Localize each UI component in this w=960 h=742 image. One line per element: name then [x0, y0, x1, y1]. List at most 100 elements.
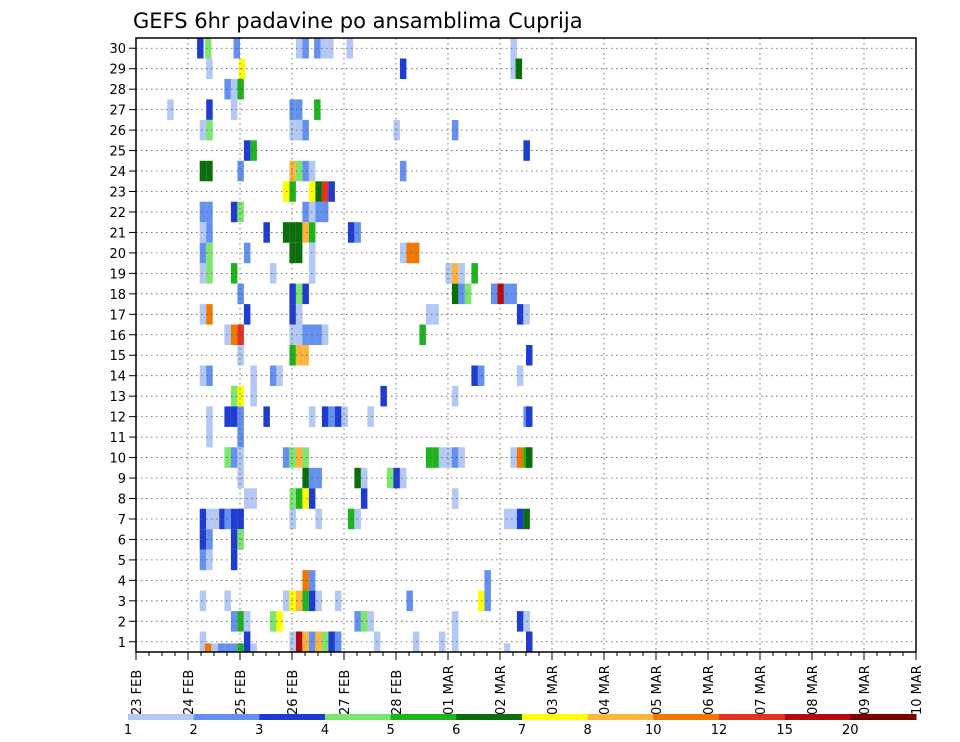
- data-cell: [354, 467, 361, 489]
- y-tick-label: 2: [118, 615, 126, 630]
- legend-swatch: [456, 714, 523, 720]
- x-tick-label: 01 MAR: [442, 665, 457, 715]
- data-cell: [451, 385, 459, 407]
- data-cell: [237, 508, 244, 530]
- data-cell: [315, 324, 322, 345]
- data-cell: [289, 590, 296, 612]
- data-cell: [206, 160, 213, 182]
- data-cell: [206, 365, 213, 386]
- data-cell: [230, 78, 238, 100]
- legend-label: 2: [190, 723, 198, 738]
- y-tick-label: 17: [109, 308, 126, 323]
- data-cell: [354, 222, 361, 243]
- y-tick-label: 14: [109, 370, 126, 385]
- data-cell: [471, 263, 478, 284]
- data-cell: [484, 590, 491, 612]
- y-tick-label: 26: [109, 124, 126, 139]
- data-cell: [295, 99, 303, 120]
- y-tick-label: 4: [118, 574, 126, 589]
- data-cell: [510, 38, 517, 59]
- x-tick-label: 09 MAR: [858, 665, 873, 715]
- y-tick-label: 6: [118, 533, 126, 548]
- x-tick-label: 02 MAR: [494, 665, 509, 715]
- y-tick-label: 1: [118, 636, 126, 651]
- data-cell: [302, 222, 309, 243]
- data-cell: [199, 222, 207, 243]
- data-cell: [167, 99, 174, 120]
- data-cell: [230, 508, 238, 530]
- y-tick-label: 3: [118, 595, 126, 610]
- data-cell: [526, 406, 533, 427]
- y-tick-label: 27: [109, 104, 126, 119]
- data-cell: [526, 345, 533, 366]
- data-cell: [230, 99, 238, 120]
- data-cell: [360, 611, 368, 632]
- data-cell: [206, 58, 213, 79]
- x-axis: 23 FEB 24 FEB 25 FEB 26 FEB 27 FEB 28 FEB 01 M…: [130, 652, 925, 715]
- data-cell: [295, 447, 303, 468]
- data-cell: [199, 508, 207, 530]
- data-cell: [199, 201, 207, 223]
- data-cell: [321, 406, 329, 427]
- color-legend: 1 2 3 4 5 6 7 8 10 12 15 20: [124, 714, 917, 738]
- x-tick-label: 08 MAR: [806, 665, 821, 715]
- y-tick-label: 29: [109, 63, 126, 78]
- y-tick-label: 7: [118, 513, 126, 528]
- data-cell: [510, 58, 517, 79]
- data-cell: [224, 324, 231, 345]
- data-cell: [224, 643, 231, 652]
- data-cell: [230, 324, 238, 345]
- data-cell: [321, 201, 329, 223]
- data-cell: [289, 119, 296, 141]
- y-tick-label: 12: [109, 411, 126, 426]
- data-cell: [295, 304, 303, 325]
- data-cell: [321, 181, 329, 202]
- x-tick-label: 24 FEB: [182, 670, 197, 715]
- data-cell: [302, 488, 309, 509]
- y-tick-label: 8: [118, 493, 126, 508]
- data-cell: [206, 304, 213, 325]
- data-cell: [250, 643, 257, 652]
- x-tick-label: 26 FEB: [286, 670, 301, 715]
- data-cell: [399, 242, 407, 264]
- data-cell: [199, 304, 207, 325]
- data-cell: [204, 38, 212, 59]
- data-cell: [399, 58, 407, 79]
- data-cell: [289, 324, 296, 345]
- data-cell: [451, 119, 459, 141]
- data-cell: [295, 631, 303, 652]
- data-cell: [432, 447, 439, 468]
- data-cell: [302, 447, 309, 468]
- data-cell: [289, 488, 296, 509]
- data-cell: [399, 160, 407, 182]
- data-cell: [451, 611, 459, 632]
- legend-swatch: [259, 714, 326, 720]
- data-cell: [451, 283, 459, 305]
- data-cell: [237, 385, 244, 407]
- data-cell: [399, 467, 407, 489]
- y-tick-label: 28: [109, 83, 126, 98]
- y-tick-label: 30: [109, 42, 126, 57]
- data-cell: [289, 160, 296, 182]
- data-cell: [346, 38, 354, 59]
- data-cell: [451, 263, 459, 284]
- data-cell: [315, 467, 322, 489]
- data-cell: [224, 447, 231, 468]
- data-cell: [516, 611, 524, 632]
- data-cell: [315, 590, 322, 612]
- x-tick-label: 27 FEB: [338, 670, 353, 715]
- data-cell: [354, 611, 361, 632]
- y-tick-label: 11: [109, 431, 126, 446]
- data-cell: [230, 263, 238, 284]
- data-cell: [302, 631, 309, 652]
- data-cell: [224, 406, 231, 427]
- data-cell: [334, 631, 342, 652]
- data-cell: [230, 529, 238, 550]
- data-cell: [315, 181, 322, 202]
- data-cell: [289, 631, 296, 652]
- data-cell: [302, 201, 309, 223]
- data-cell: [212, 508, 220, 530]
- data-cell: [315, 631, 322, 652]
- y-tick-label: 23: [109, 186, 126, 201]
